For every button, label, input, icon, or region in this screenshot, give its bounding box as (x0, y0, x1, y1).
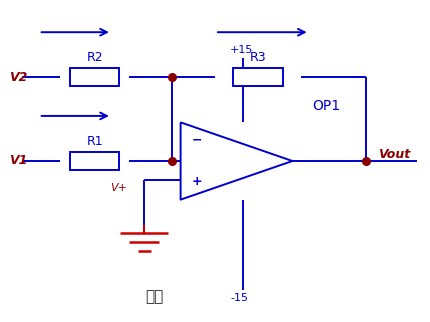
Text: −: − (191, 134, 202, 147)
Text: 圖三: 圖三 (146, 289, 164, 304)
Text: R1: R1 (86, 135, 103, 148)
Text: V2: V2 (9, 71, 27, 84)
Text: R2: R2 (86, 52, 103, 64)
Text: Vout: Vout (378, 148, 411, 161)
Bar (70, 69, 120, 86)
Text: +15: +15 (230, 45, 253, 55)
Bar (233, 69, 283, 86)
Bar (70, 152, 120, 170)
Text: -15: -15 (230, 293, 248, 303)
Text: V1: V1 (9, 155, 27, 167)
Text: V+: V+ (110, 183, 127, 194)
Text: R3: R3 (250, 52, 266, 64)
Text: +: + (191, 175, 202, 188)
Text: OP1: OP1 (313, 99, 341, 113)
